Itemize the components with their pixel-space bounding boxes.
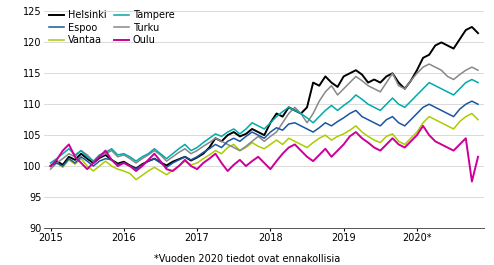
Tampere <box>304 116 310 120</box>
Tampere <box>60 152 66 155</box>
Vantaa <box>457 120 463 123</box>
Line: Helsinki: Helsinki <box>50 27 478 169</box>
Turku <box>304 121 310 124</box>
Vantaa <box>109 165 115 168</box>
Helsinki <box>133 167 139 170</box>
Vantaa <box>261 147 267 150</box>
Helsinki <box>47 165 53 168</box>
Helsinki <box>261 134 267 137</box>
Turku <box>60 157 66 160</box>
Line: Tampere: Tampere <box>50 80 478 163</box>
Vantaa <box>469 112 475 115</box>
Tampere <box>475 81 481 84</box>
Espoo <box>475 103 481 106</box>
Turku <box>371 87 377 90</box>
Vantaa <box>60 166 66 169</box>
Helsinki <box>438 41 444 44</box>
Helsinki <box>60 163 66 166</box>
Line: Turku: Turku <box>50 64 478 169</box>
Espoo <box>438 109 444 112</box>
Tampere <box>47 161 53 165</box>
Helsinki <box>469 25 475 29</box>
Oulu <box>457 143 463 146</box>
Turku <box>475 69 481 72</box>
Espoo <box>109 158 115 161</box>
Helsinki <box>457 38 463 41</box>
Espoo <box>261 137 267 140</box>
Turku <box>457 73 463 76</box>
Text: *Vuoden 2020 tiedot ovat ennakollisia: *Vuoden 2020 tiedot ovat ennakollisia <box>154 254 340 264</box>
Vantaa <box>310 141 316 144</box>
Turku <box>47 167 53 171</box>
Tampere <box>170 152 176 155</box>
Helsinki <box>109 158 115 161</box>
Tampere <box>371 106 377 109</box>
Tampere <box>451 93 456 96</box>
Legend: Helsinki, Espoo, Vantaa, Tampere, Turku, Oulu: Helsinki, Espoo, Vantaa, Tampere, Turku,… <box>49 10 174 45</box>
Vantaa <box>133 178 139 181</box>
Oulu <box>109 158 115 161</box>
Tampere <box>255 124 261 127</box>
Espoo <box>133 167 139 171</box>
Espoo <box>310 130 316 134</box>
Vantaa <box>47 165 53 168</box>
Line: Vantaa: Vantaa <box>50 113 478 180</box>
Turku <box>255 135 261 138</box>
Oulu <box>304 155 310 158</box>
Espoo <box>457 108 463 111</box>
Oulu <box>60 149 66 152</box>
Oulu <box>255 155 261 158</box>
Helsinki <box>310 81 316 84</box>
Helsinki <box>475 32 481 35</box>
Tampere <box>469 78 475 81</box>
Espoo <box>60 165 66 168</box>
Vantaa <box>438 121 444 124</box>
Oulu <box>47 165 53 168</box>
Oulu <box>438 143 444 146</box>
Espoo <box>47 165 53 168</box>
Espoo <box>469 100 475 103</box>
Oulu <box>469 180 475 183</box>
Oulu <box>475 155 481 158</box>
Oulu <box>420 124 426 127</box>
Vantaa <box>475 118 481 121</box>
Line: Oulu: Oulu <box>50 126 478 182</box>
Line: Espoo: Espoo <box>50 101 478 169</box>
Turku <box>426 63 432 66</box>
Turku <box>170 155 176 158</box>
